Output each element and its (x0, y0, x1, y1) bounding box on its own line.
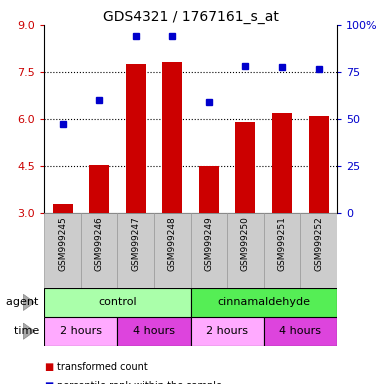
Bar (126, 64, 146, 213)
Bar (162, 62, 182, 213)
Text: agent: agent (7, 297, 42, 308)
Bar (44, 288, 191, 317)
Bar (308, 116, 329, 213)
Bar (117, 317, 191, 346)
Bar (117, 213, 154, 288)
Text: ■: ■ (44, 381, 54, 384)
Bar (300, 213, 337, 288)
Text: GSM999249: GSM999249 (204, 216, 213, 271)
Bar (264, 317, 337, 346)
Bar (199, 166, 219, 213)
Bar (154, 213, 191, 288)
Polygon shape (23, 323, 35, 339)
Text: GSM999245: GSM999245 (58, 216, 67, 271)
Text: 2 hours: 2 hours (206, 326, 248, 336)
Bar (44, 213, 81, 288)
Text: GSM999247: GSM999247 (131, 216, 140, 271)
Bar (81, 213, 117, 288)
Text: cinnamaldehyde: cinnamaldehyde (217, 297, 310, 308)
Text: 4 hours: 4 hours (133, 326, 175, 336)
Text: GSM999246: GSM999246 (95, 216, 104, 271)
Bar (235, 122, 256, 213)
Polygon shape (23, 295, 35, 310)
Title: GDS4321 / 1767161_s_at: GDS4321 / 1767161_s_at (103, 10, 278, 24)
Bar (272, 113, 292, 213)
Text: time: time (13, 326, 42, 336)
Bar (191, 288, 337, 317)
Bar (191, 213, 227, 288)
Text: transformed count: transformed count (57, 362, 147, 372)
Text: 4 hours: 4 hours (279, 326, 321, 336)
Text: GSM999251: GSM999251 (278, 216, 286, 271)
Bar (264, 213, 300, 288)
Text: GSM999250: GSM999250 (241, 216, 250, 271)
Bar (191, 317, 264, 346)
Bar (44, 317, 117, 346)
Text: GSM999252: GSM999252 (314, 216, 323, 271)
Text: 2 hours: 2 hours (60, 326, 102, 336)
Bar (89, 164, 109, 213)
Bar (52, 204, 73, 213)
Text: GSM999248: GSM999248 (168, 216, 177, 271)
Text: ■: ■ (44, 362, 54, 372)
Text: percentile rank within the sample: percentile rank within the sample (57, 381, 222, 384)
Bar (227, 213, 264, 288)
Text: control: control (98, 297, 137, 308)
